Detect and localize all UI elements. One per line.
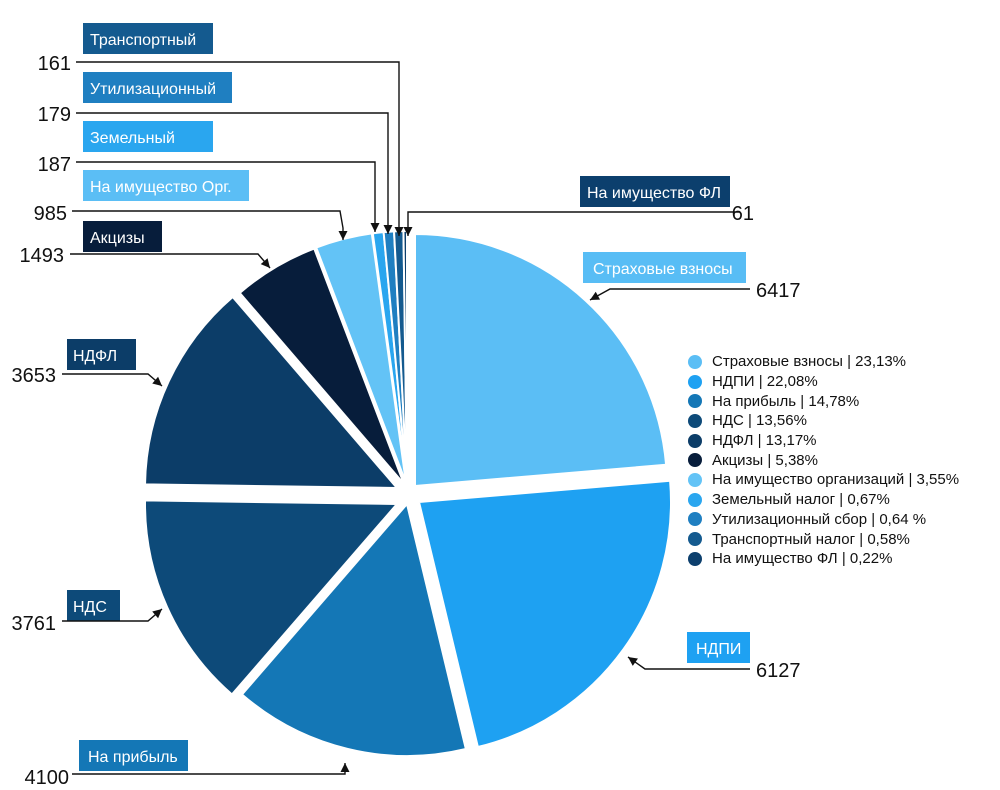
- legend-swatch: [688, 492, 702, 507]
- slice-value: 161: [38, 53, 71, 75]
- slice-value: 4100: [25, 767, 70, 789]
- legend-swatch: [688, 532, 702, 547]
- legend-item: Земельный налог | 0,67%: [688, 490, 959, 510]
- callout-arrowhead: [152, 609, 162, 619]
- slice-label-box: [67, 339, 136, 370]
- legend-label: Утилизационный сбор | 0,64 %: [712, 510, 927, 528]
- legend-item: НДС | 13,56%: [688, 411, 959, 431]
- legend-swatch: [688, 433, 702, 448]
- legend-item: Страховые взносы | 23,13%: [688, 352, 959, 372]
- legend-swatch: [688, 374, 702, 389]
- callout-line: [62, 373, 163, 387]
- callout-arrowhead: [370, 223, 380, 232]
- slice-label-box: [687, 632, 750, 663]
- slice-value: 6127: [756, 660, 801, 682]
- callout-line: [407, 211, 740, 236]
- slice-label: Транспортный: [90, 32, 196, 49]
- slice-value: 179: [38, 104, 71, 126]
- legend-label: НДФЛ | 13,17%: [712, 432, 817, 450]
- callout-arrowhead: [590, 291, 601, 300]
- slice-label-box: [83, 121, 213, 152]
- legend-swatch: [688, 551, 702, 566]
- legend-item: Транспортный налог | 0,58%: [688, 529, 959, 549]
- legend-swatch: [688, 453, 702, 468]
- slice-label-box: [580, 176, 730, 207]
- callout-arrowhead: [260, 258, 270, 268]
- slice-label-box: [83, 221, 162, 252]
- callout-arrowhead: [338, 231, 348, 240]
- slice-label: На имущество ФЛ: [587, 185, 721, 202]
- callout-arrowhead: [152, 376, 162, 386]
- slice-label: На прибыль: [88, 749, 178, 766]
- slice-value: 187: [38, 154, 71, 176]
- callout-line: [70, 253, 271, 269]
- slice-label: Страховые взносы: [593, 261, 733, 278]
- callout-line: [76, 161, 376, 232]
- legend-item: НДФЛ | 13,17%: [688, 431, 959, 451]
- legend-swatch: [688, 413, 702, 428]
- slice-label: НДС: [73, 599, 107, 616]
- legend-label: Страховые взносы | 23,13%: [712, 353, 907, 371]
- slice-label: Акцизы: [90, 230, 145, 247]
- slice-label-box: [67, 590, 120, 621]
- pie-slice-3: [240, 501, 468, 757]
- legend-item: На имущество ФЛ | 0,22%: [688, 549, 959, 569]
- callout-arrowhead: [394, 227, 404, 236]
- slice-label: НДПИ: [696, 641, 741, 658]
- pie-slice-4: [144, 499, 400, 696]
- legend-label: НДПИ | 22,08%: [712, 373, 818, 391]
- legend-swatch: [688, 394, 702, 409]
- slice-label-box: [583, 252, 746, 283]
- callout-arrowhead: [340, 763, 350, 772]
- legend-item: Акцизы | 5,38%: [688, 450, 959, 470]
- callout-line: [76, 61, 400, 236]
- legend-label: Акцизы | 5,38%: [712, 451, 818, 469]
- legend-swatch: [688, 354, 702, 369]
- slice-label: НДФЛ: [73, 348, 117, 365]
- legend-label: Земельный налог | 0,67%: [712, 491, 890, 509]
- slice-value: 985: [34, 203, 67, 225]
- pie-slice-2: [417, 479, 672, 749]
- legend-label: На имущество организаций | 3,55%: [712, 471, 960, 489]
- slice-label: На имущество Орг.: [90, 179, 232, 196]
- legend-item: На прибыль | 14,78%: [688, 391, 959, 411]
- legend-label: Транспортный налог | 0,58%: [712, 530, 910, 548]
- slice-label-box: [79, 740, 188, 771]
- callout-arrowhead: [628, 657, 638, 666]
- legend-item: НДПИ | 22,08%: [688, 372, 959, 392]
- callout-line: [76, 112, 389, 234]
- slice-label-box: [83, 170, 249, 201]
- legend: Страховые взносы | 23,13% НДПИ | 22,08% Н…: [688, 352, 959, 569]
- slice-label: Утилизационный: [90, 81, 216, 98]
- callout-arrowhead: [403, 227, 413, 236]
- legend-swatch: [688, 512, 702, 527]
- slice-value: 1493: [20, 245, 65, 267]
- pie-slice-1: [414, 232, 668, 488]
- legend-swatch: [688, 472, 702, 487]
- slice-value: 61: [732, 203, 754, 225]
- callout-arrowhead: [383, 225, 393, 234]
- slice-value: 3761: [12, 613, 57, 635]
- pie-slice-5: [144, 295, 400, 490]
- legend-item: Утилизационный сбор | 0,64 %: [688, 510, 959, 530]
- slice-label: Земельный: [90, 130, 175, 147]
- slice-value: 6417: [756, 280, 801, 302]
- legend-label: На имущество ФЛ | 0,22%: [712, 550, 893, 568]
- callout-line: [589, 288, 750, 301]
- slice-label-box: [83, 23, 213, 54]
- pie-slice-6: [238, 247, 405, 485]
- slice-label-box: [83, 72, 232, 103]
- legend-label: НДС | 13,56%: [712, 412, 807, 430]
- legend-label: На прибыль | 14,78%: [712, 392, 860, 410]
- legend-item: На имущество организаций | 3,55%: [688, 470, 959, 490]
- slice-value: 3653: [12, 365, 57, 387]
